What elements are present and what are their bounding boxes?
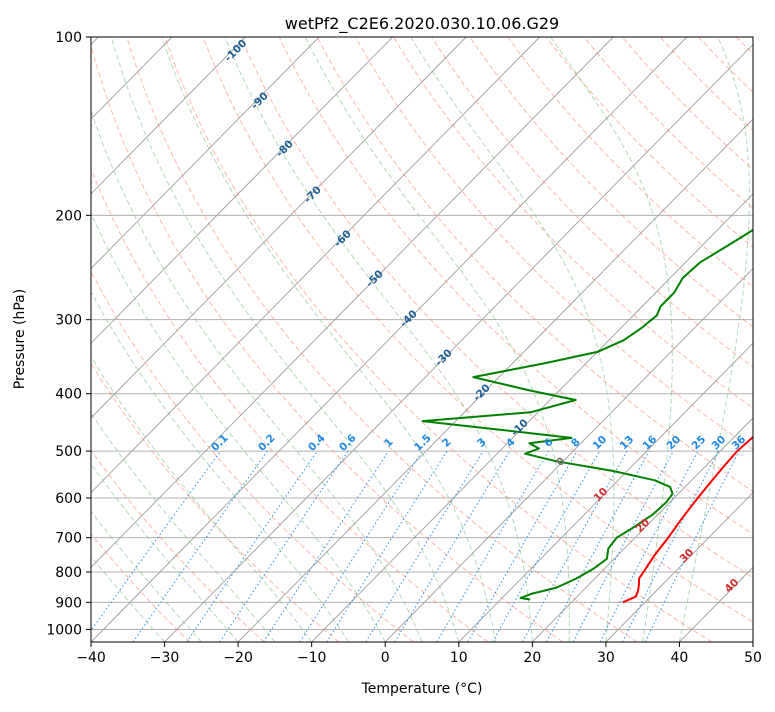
y-axis-label: Pressure (hPa): [12, 289, 28, 389]
chart-title: wetPf2_C2E6.2020.030.10.06.G29: [285, 14, 559, 34]
x-tick-label: −10: [297, 650, 327, 666]
x-tick-label: −30: [150, 650, 180, 666]
x-tick-label: 30: [597, 650, 615, 666]
x-tick-label: 0: [381, 650, 390, 666]
y-tick-label: 400: [55, 387, 82, 403]
y-tick-label: 500: [55, 444, 82, 460]
y-tick-label: 1000: [46, 622, 82, 638]
x-tick-label: −40: [76, 650, 106, 666]
y-tick-label: 100: [55, 30, 82, 46]
x-tick-label: 20: [523, 650, 541, 666]
x-tick-label: 50: [744, 650, 762, 666]
y-tick-label: 600: [55, 491, 82, 507]
x-tick-label: 40: [671, 650, 689, 666]
y-tick-label: 900: [55, 595, 82, 611]
y-tick-label: 300: [55, 313, 82, 329]
x-tick-label: −20: [223, 650, 253, 666]
x-axis-label: Temperature (°C): [361, 681, 483, 697]
y-tick-label: 200: [55, 208, 82, 224]
y-tick-label: 800: [55, 565, 82, 581]
y-tick-label: 700: [55, 531, 82, 547]
x-tick-label: 10: [450, 650, 468, 666]
